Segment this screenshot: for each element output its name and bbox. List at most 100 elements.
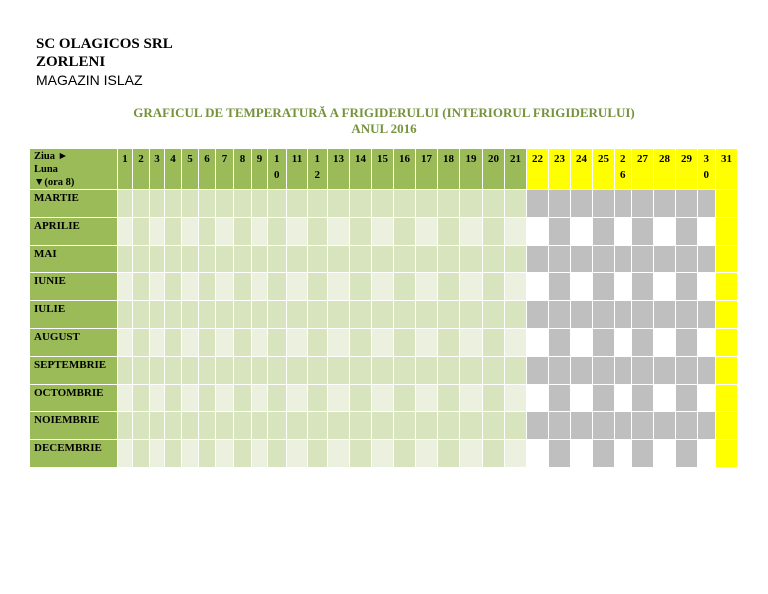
entry-cell <box>483 217 505 246</box>
entry-cell <box>308 440 328 468</box>
entry-cell <box>416 273 438 302</box>
entry-cell <box>416 412 438 441</box>
entry-cell <box>527 384 549 413</box>
entry-cell <box>287 217 308 246</box>
entry-cell <box>716 412 738 441</box>
entry-cell <box>165 273 182 302</box>
entry-cell <box>372 217 394 246</box>
entry-cell <box>372 356 394 385</box>
entry-cell <box>182 412 199 441</box>
entry-cell <box>438 190 460 218</box>
day-label: 17 <box>421 153 432 165</box>
entry-cell <box>698 217 716 246</box>
entry-cell <box>252 329 268 357</box>
entry-cell <box>416 329 438 357</box>
entry-cell <box>698 190 716 218</box>
entry-cell <box>483 412 505 441</box>
entry-cell <box>505 217 527 246</box>
day-label: 15 <box>377 153 388 165</box>
corner-label: ▼(ora 8) <box>34 177 75 188</box>
entry-cell <box>716 273 738 302</box>
day-header: 28 <box>654 149 676 190</box>
entry-cell <box>252 190 268 218</box>
entry-cell <box>372 190 394 218</box>
entry-cell <box>654 440 676 468</box>
day-label: 6 <box>204 153 210 165</box>
day-header: 8 <box>234 149 252 190</box>
entry-cell <box>505 356 527 385</box>
day-label: 25 <box>598 153 609 165</box>
entry-cell <box>632 301 654 329</box>
entry-cell <box>133 440 150 468</box>
entry-cell <box>593 190 615 218</box>
entry-cell <box>165 329 182 357</box>
entry-cell <box>199 440 216 468</box>
day-header: 17 <box>416 149 438 190</box>
entry-cell <box>716 301 738 329</box>
entry-cell <box>182 384 199 413</box>
entry-cell <box>615 440 632 468</box>
entry-cell <box>165 412 182 441</box>
entry-cell <box>460 245 483 274</box>
doc-subtitle: ANUL 2016 <box>351 121 417 136</box>
day-header: 10 <box>268 149 287 190</box>
day-header: 14 <box>350 149 372 190</box>
day-header: 6 <box>199 149 216 190</box>
entry-cell <box>182 356 199 385</box>
entry-cell <box>676 190 698 218</box>
entry-cell <box>460 301 483 329</box>
entry-cell <box>505 245 527 274</box>
entry-cell <box>182 273 199 302</box>
entry-cell <box>593 301 615 329</box>
entry-cell <box>252 356 268 385</box>
entry-cell <box>615 356 632 385</box>
entry-cell <box>234 245 252 274</box>
entry-cell <box>216 245 234 274</box>
day-label: 7 <box>221 153 228 165</box>
store: MAGAZIN ISLAZ <box>36 72 143 88</box>
day-label: 28 <box>659 153 670 165</box>
entry-cell <box>549 412 571 441</box>
day-header: 30 <box>698 149 716 190</box>
entry-cell <box>698 412 716 441</box>
entry-cell <box>199 217 216 246</box>
entry-cell <box>505 440 527 468</box>
entry-cell <box>308 412 328 441</box>
entry-cell <box>328 245 350 274</box>
entry-cell <box>328 329 350 357</box>
entry-cell <box>483 329 505 357</box>
entry-cell <box>199 412 216 441</box>
entry-cell <box>632 384 654 413</box>
entry-cell <box>698 329 716 357</box>
entry-cell <box>615 190 632 218</box>
entry-cell <box>483 440 505 468</box>
entry-cell <box>460 440 483 468</box>
entry-cell <box>698 245 716 274</box>
entry-cell <box>632 329 654 357</box>
entry-cell <box>571 245 593 274</box>
day-label: 29 <box>681 153 692 165</box>
entry-cell <box>654 190 676 218</box>
day-header: 24 <box>571 149 593 190</box>
day-label: 16 <box>399 153 410 165</box>
entry-cell <box>632 245 654 274</box>
day-header: 31 <box>716 149 738 190</box>
entry-cell <box>438 412 460 441</box>
entry-cell <box>698 301 716 329</box>
entry-cell <box>716 245 738 274</box>
month-label: NOIEMBRIE <box>30 412 118 441</box>
entry-cell <box>199 190 216 218</box>
entry-cell <box>252 384 268 413</box>
day-label: 5 <box>187 153 193 165</box>
entry-cell <box>416 245 438 274</box>
entry-cell <box>372 329 394 357</box>
day-header: 21 <box>505 149 527 190</box>
entry-cell <box>216 273 234 302</box>
entry-cell <box>287 301 308 329</box>
entry-cell <box>527 301 549 329</box>
entry-cell <box>438 217 460 246</box>
entry-cell <box>199 273 216 302</box>
entry-cell <box>571 356 593 385</box>
entry-cell <box>252 245 268 274</box>
